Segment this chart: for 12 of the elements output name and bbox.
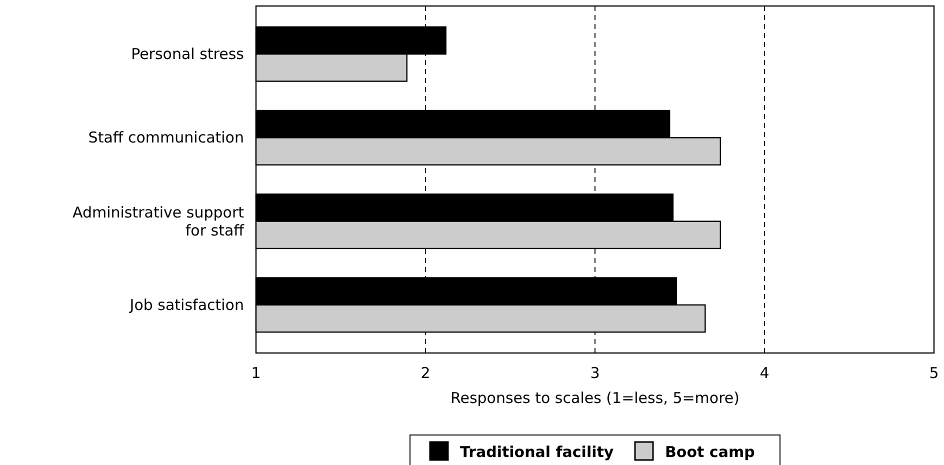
x-axis-title: Responses to scales (1=less, 5=more) [450, 389, 740, 407]
x-tick-label: 5 [929, 364, 939, 382]
legend-label: Boot camp [665, 443, 756, 461]
x-tick-label: 3 [590, 364, 600, 382]
x-tick-label: 4 [760, 364, 770, 382]
y-tick-label: Administrative support for staff [72, 203, 245, 240]
y-tick-label: Job satisfaction [128, 296, 244, 314]
legend-label: Traditional facility [460, 443, 614, 461]
y-tick-label: Personal stress [131, 45, 244, 64]
y-tick-label: Staff communication [88, 128, 244, 147]
x-tick-label: 1 [251, 364, 261, 382]
x-tick-label: 2 [420, 364, 430, 382]
